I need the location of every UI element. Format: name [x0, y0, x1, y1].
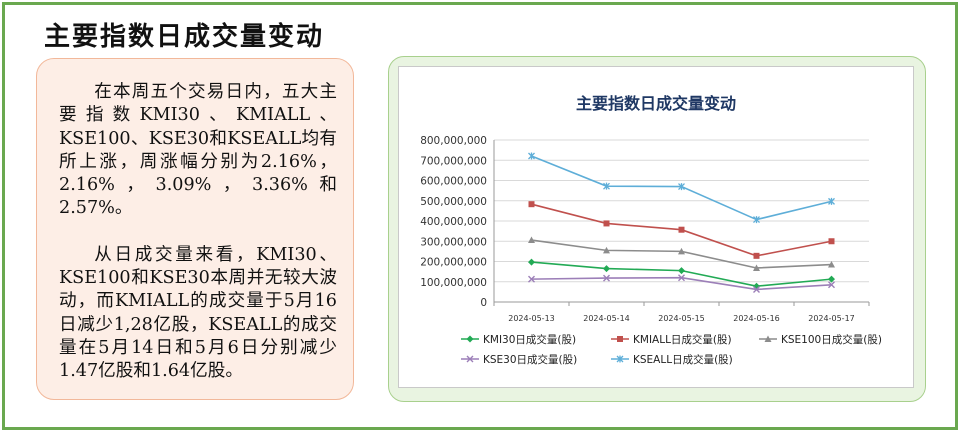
- y-tick-label: 0: [480, 297, 487, 309]
- data-point: [753, 264, 760, 271]
- data-point: [603, 265, 610, 273]
- legend-label: KSE30日成交量(股): [483, 353, 577, 366]
- x-tick-label: 2024-05-14: [583, 314, 630, 323]
- data-point: [753, 282, 760, 290]
- data-point: [828, 261, 835, 268]
- y-tick-label: 500,000,000: [420, 196, 487, 208]
- data-point: [678, 183, 685, 191]
- summary-paragraph-volume: 从日成交量来看，KMI30、KSE100和KSE30本周并无较大波动，而KMIA…: [59, 244, 337, 382]
- summary-paragraph-returns: 在本周五个交易日内，五大主要指数KMI30、KMIALL、KSE100、KSE3…: [59, 82, 337, 219]
- data-point: [753, 285, 760, 293]
- series-line: [531, 261, 832, 288]
- x-tick-label: 2024-05-17: [808, 314, 855, 323]
- data-point: [603, 246, 610, 254]
- chart-area: 主要指数日成交量变动 0 100,000,000 200,000,000 300,00…: [398, 66, 914, 388]
- legend-marker: [466, 355, 474, 363]
- data-point: [603, 274, 610, 282]
- series-4: [528, 152, 835, 224]
- axes: 0 100,000,000 200,000,000 300,000,000 400,00…: [420, 135, 870, 323]
- legend-marker: [617, 336, 623, 342]
- data-point: [678, 267, 685, 275]
- chart-card: 主要指数日成交量变动 0 100,000,000 200,000,000 300,00…: [388, 56, 926, 402]
- y-tick-label: 800,000,000: [420, 135, 487, 147]
- summary-card: 在本周五个交易日内，五大主要指数KMI30、KMIALL、KSE100、KSE3…: [36, 58, 354, 400]
- data-point: [753, 216, 760, 224]
- legend-marker: [764, 335, 772, 342]
- legend-item: KSEALL日成交量(股): [611, 353, 733, 366]
- series-0: [528, 258, 835, 290]
- data-point: [753, 252, 760, 259]
- data-point: [678, 247, 685, 255]
- data-point: [603, 220, 610, 227]
- data-point: [528, 275, 535, 283]
- legend-label: KSEALL日成交量(股): [633, 353, 733, 366]
- page-title: 主要指数日成交量变动: [44, 22, 325, 52]
- legend-item: KMI30日成交量(股): [461, 333, 576, 346]
- legend-label: KMIALL日成交量(股): [633, 333, 732, 346]
- legend: KMI30日成交量(股) KMIALL日成交量(股) KSE100日成交量(股) KS…: [461, 333, 882, 366]
- y-tick-label: 200,000,000: [420, 257, 487, 269]
- y-tick-label: 700,000,000: [420, 155, 487, 167]
- gridlines: [494, 139, 869, 283]
- series-2: [528, 236, 835, 271]
- legend-marker: [466, 335, 474, 343]
- series-3: [528, 274, 835, 293]
- x-tick-label: 2024-05-13: [508, 314, 555, 323]
- legend-label: KSE100日成交量(股): [781, 333, 882, 346]
- legend-item: KSE30日成交量(股): [461, 353, 577, 366]
- data-point: [528, 201, 535, 208]
- data-point: [678, 226, 685, 233]
- data-point: [603, 182, 610, 190]
- x-tick-label: 2024-05-15: [658, 314, 705, 323]
- legend-item: KMIALL日成交量(股): [611, 333, 732, 346]
- legend-item: KSE100日成交量(股): [759, 333, 882, 346]
- y-tick-label: 100,000,000: [420, 277, 487, 289]
- data-point: [528, 258, 535, 266]
- y-tick-label: 600,000,000: [420, 176, 487, 188]
- series-lines: [528, 152, 835, 293]
- data-point: [828, 275, 835, 283]
- data-point: [528, 236, 535, 244]
- data-point: [828, 281, 835, 289]
- legend-label: KMI30日成交量(股): [483, 333, 576, 346]
- data-point: [528, 152, 535, 160]
- data-point: [828, 197, 835, 205]
- series-1: [528, 201, 835, 259]
- data-point: [828, 238, 835, 245]
- chart-title: 主要指数日成交量变动: [576, 94, 736, 113]
- y-tick-label: 400,000,000: [420, 216, 487, 228]
- legend-marker: [616, 355, 624, 363]
- data-point: [678, 274, 685, 282]
- volume-line-chart: 主要指数日成交量变动 0 100,000,000 200,000,000 300,00…: [420, 94, 882, 366]
- x-tick-label: 2024-05-16: [733, 314, 780, 323]
- y-tick-label: 300,000,000: [420, 236, 487, 248]
